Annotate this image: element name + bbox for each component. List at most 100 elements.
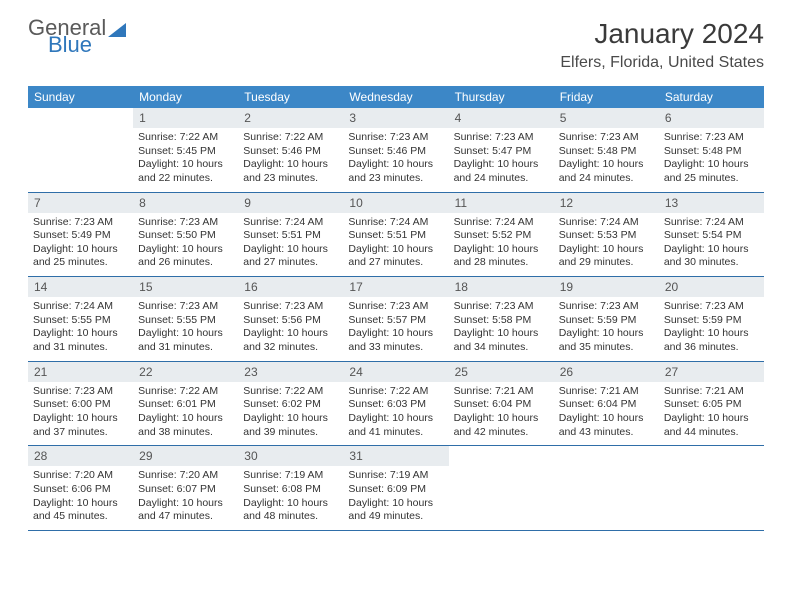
sunrise-line: Sunrise: 7:21 AM: [454, 385, 549, 399]
day-number: 16: [238, 277, 343, 297]
day-body: Sunrise: 7:22 AMSunset: 6:01 PMDaylight:…: [133, 382, 238, 440]
day-cell: 2Sunrise: 7:22 AMSunset: 5:46 PMDaylight…: [238, 108, 343, 192]
sunset-line: Sunset: 5:56 PM: [243, 314, 338, 328]
daylight-line: Daylight: 10 hours and 47 minutes.: [138, 497, 233, 524]
day-number: 10: [343, 193, 448, 213]
dow-cell: Tuesday: [238, 86, 343, 108]
dow-cell: Thursday: [449, 86, 554, 108]
week-row: 7 Sunrise: 7:23 AM Sunset: 5:49 PM Daylight…: [28, 193, 764, 278]
day-number: 2: [238, 108, 343, 128]
daylight-line: Daylight: 10 hours and 44 minutes.: [664, 412, 759, 439]
day-of-week-header: SundayMondayTuesdayWednesdayThursdayFrid…: [28, 86, 764, 108]
sunrise-line: Sunrise: 7:23 AM: [348, 300, 443, 314]
day-body: Sunrise: 7:23 AMSunset: 5:48 PMDaylight:…: [659, 128, 764, 186]
logo-text-wrap: General Blue: [28, 18, 126, 56]
day-cell: 13Sunrise: 7:24 AMSunset: 5:54 PMDayligh…: [659, 193, 764, 277]
day-number: 23: [238, 362, 343, 382]
day-body: Sunrise: 7:23 AMSunset: 5:55 PMDaylight:…: [133, 297, 238, 355]
day-cell: .: [659, 446, 764, 530]
day-cell: .: [449, 446, 554, 530]
daylight-line: Daylight: 10 hours and 31 minutes.: [33, 327, 128, 354]
calendar: SundayMondayTuesdayWednesdayThursdayFrid…: [28, 86, 764, 531]
day-body: Sunrise: 7:24 AMSunset: 5:55 PMDaylight:…: [28, 297, 133, 355]
day-number: 20: [659, 277, 764, 297]
sunrise-line: Sunrise: 7:23 AM: [138, 300, 233, 314]
day-body: Sunrise: 7:23 AMSunset: 5:58 PMDaylight:…: [449, 297, 554, 355]
daylight-line: Daylight: 10 hours and 29 minutes.: [559, 243, 654, 270]
day-number: 17: [343, 277, 448, 297]
sunset-line: Sunset: 5:48 PM: [559, 145, 654, 159]
day-cell: 17Sunrise: 7:23 AMSunset: 5:57 PMDayligh…: [343, 277, 448, 361]
sunset-line: Sunset: 6:02 PM: [243, 398, 338, 412]
sunrise-line: Sunrise: 7:20 AM: [138, 469, 233, 483]
sunset-line: Sunset: 6:03 PM: [348, 398, 443, 412]
week-row: 14Sunrise: 7:24 AMSunset: 5:55 PMDayligh…: [28, 277, 764, 362]
sunset-line: Sunset: 5:59 PM: [664, 314, 759, 328]
day-cell: 20 Sunrise: 7:23 AMSunset: 5:59 PMDayligh…: [659, 277, 764, 361]
daylight-line: Daylight: 10 hours and 36 minutes.: [664, 327, 759, 354]
daylight-line: Daylight: 10 hours and 24 minutes.: [559, 158, 654, 185]
sunrise-line: Sunrise: 7:23 AM: [348, 131, 443, 145]
day-number: 5: [554, 108, 659, 128]
sunset-line: Sunset: 5:49 PM: [33, 229, 128, 243]
day-cell: 10Sunrise: 7:24 AMSunset: 5:51 PMDayligh…: [343, 193, 448, 277]
day-cell: 3Sunrise: 7:23 AMSunset: 5:46 PMDaylight…: [343, 108, 448, 192]
daylight-line: Daylight: 10 hours and 49 minutes.: [348, 497, 443, 524]
daylight-line: Daylight: 10 hours and 35 minutes.: [559, 327, 654, 354]
daylight-line: Daylight: 10 hours and 27 minutes.: [348, 243, 443, 270]
sunrise-line: Sunrise: 7:23 AM: [664, 300, 759, 314]
daylight-line: Daylight: 10 hours and 42 minutes.: [454, 412, 549, 439]
daylight-line: Daylight: 10 hours and 45 minutes.: [33, 497, 128, 524]
day-cell: 21Sunrise: 7:23 AMSunset: 6:00 PMDayligh…: [28, 362, 133, 446]
day-number: 31: [343, 446, 448, 466]
sunset-line: Sunset: 5:47 PM: [454, 145, 549, 159]
day-cell: 14Sunrise: 7:24 AMSunset: 5:55 PMDayligh…: [28, 277, 133, 361]
day-cell: .: [28, 108, 133, 192]
daylight-line: Daylight: 10 hours and 30 minutes.: [664, 243, 759, 270]
day-cell: 29Sunrise: 7:20 AMSunset: 6:07 PMDayligh…: [133, 446, 238, 530]
sunset-line: Sunset: 6:07 PM: [138, 483, 233, 497]
day-number: 6: [659, 108, 764, 128]
sunrise-line: Sunrise: 7:22 AM: [348, 385, 443, 399]
daylight-line: Daylight: 10 hours and 23 minutes.: [348, 158, 443, 185]
sunrise-line: Sunrise: 7:22 AM: [243, 385, 338, 399]
header: General Blue January 2024 Elfers, Florid…: [0, 0, 792, 80]
sunrise-line: Sunrise: 7:24 AM: [243, 216, 338, 230]
day-body: Sunrise: 7:23 AMSunset: 6:00 PMDaylight:…: [28, 382, 133, 440]
dow-cell: Sunday: [28, 86, 133, 108]
daylight-line: Daylight: 10 hours and 34 minutes.: [454, 327, 549, 354]
day-cell: 25 Sunrise: 7:21 AMSunset: 6:04 PMDayligh…: [449, 362, 554, 446]
sunset-line: Sunset: 5:53 PM: [559, 229, 654, 243]
day-number: 7: [28, 193, 133, 213]
sunrise-line: Sunrise: 7:22 AM: [243, 131, 338, 145]
day-number: 30: [238, 446, 343, 466]
title-block: January 2024 Elfers, Florida, United Sta…: [560, 18, 764, 72]
day-cell: 27Sunrise: 7:21 AMSunset: 6:05 PMDayligh…: [659, 362, 764, 446]
day-number: 25: [449, 362, 554, 382]
sunrise-line: Sunrise: 7:23 AM: [138, 216, 233, 230]
sunset-line: Sunset: 6:04 PM: [559, 398, 654, 412]
day-cell: 8Sunrise: 7:23 AMSunset: 5:50 PMDaylight…: [133, 193, 238, 277]
daylight-line: Daylight: 10 hours and 33 minutes.: [348, 327, 443, 354]
day-cell: 30Sunrise: 7:19 AMSunset: 6:08 PMDayligh…: [238, 446, 343, 530]
sunset-line: Sunset: 5:51 PM: [348, 229, 443, 243]
sunset-line: Sunset: 5:54 PM: [664, 229, 759, 243]
day-cell: 5 Sunrise: 7:23 AMSunset: 5:48 PMDaylight…: [554, 108, 659, 192]
daylight-line: Daylight: 10 hours and 28 minutes.: [454, 243, 549, 270]
sunset-line: Sunset: 5:55 PM: [33, 314, 128, 328]
day-number: 28: [28, 446, 133, 466]
sunset-line: Sunset: 6:04 PM: [454, 398, 549, 412]
day-cell: 11Sunrise: 7:24 AMSunset: 5:52 PMDayligh…: [449, 193, 554, 277]
day-cell: 22Sunrise: 7:22 AMSunset: 6:01 PMDayligh…: [133, 362, 238, 446]
day-body: Sunrise: 7:19 AMSunset: 6:09 PMDaylight:…: [343, 466, 448, 524]
logo-text-blue: Blue: [48, 35, 126, 56]
day-body: Sunrise: 7:22 AMSunset: 6:03 PMDaylight:…: [343, 382, 448, 440]
sunrise-line: Sunrise: 7:23 AM: [559, 131, 654, 145]
sunrise-line: Sunrise: 7:23 AM: [559, 300, 654, 314]
page-title: January 2024: [560, 18, 764, 50]
day-number: 15: [133, 277, 238, 297]
day-number: 26: [554, 362, 659, 382]
sunrise-line: Sunrise: 7:20 AM: [33, 469, 128, 483]
daylight-line: Daylight: 10 hours and 43 minutes.: [559, 412, 654, 439]
day-cell: 16Sunrise: 7:23 AMSunset: 5:56 PMDayligh…: [238, 277, 343, 361]
